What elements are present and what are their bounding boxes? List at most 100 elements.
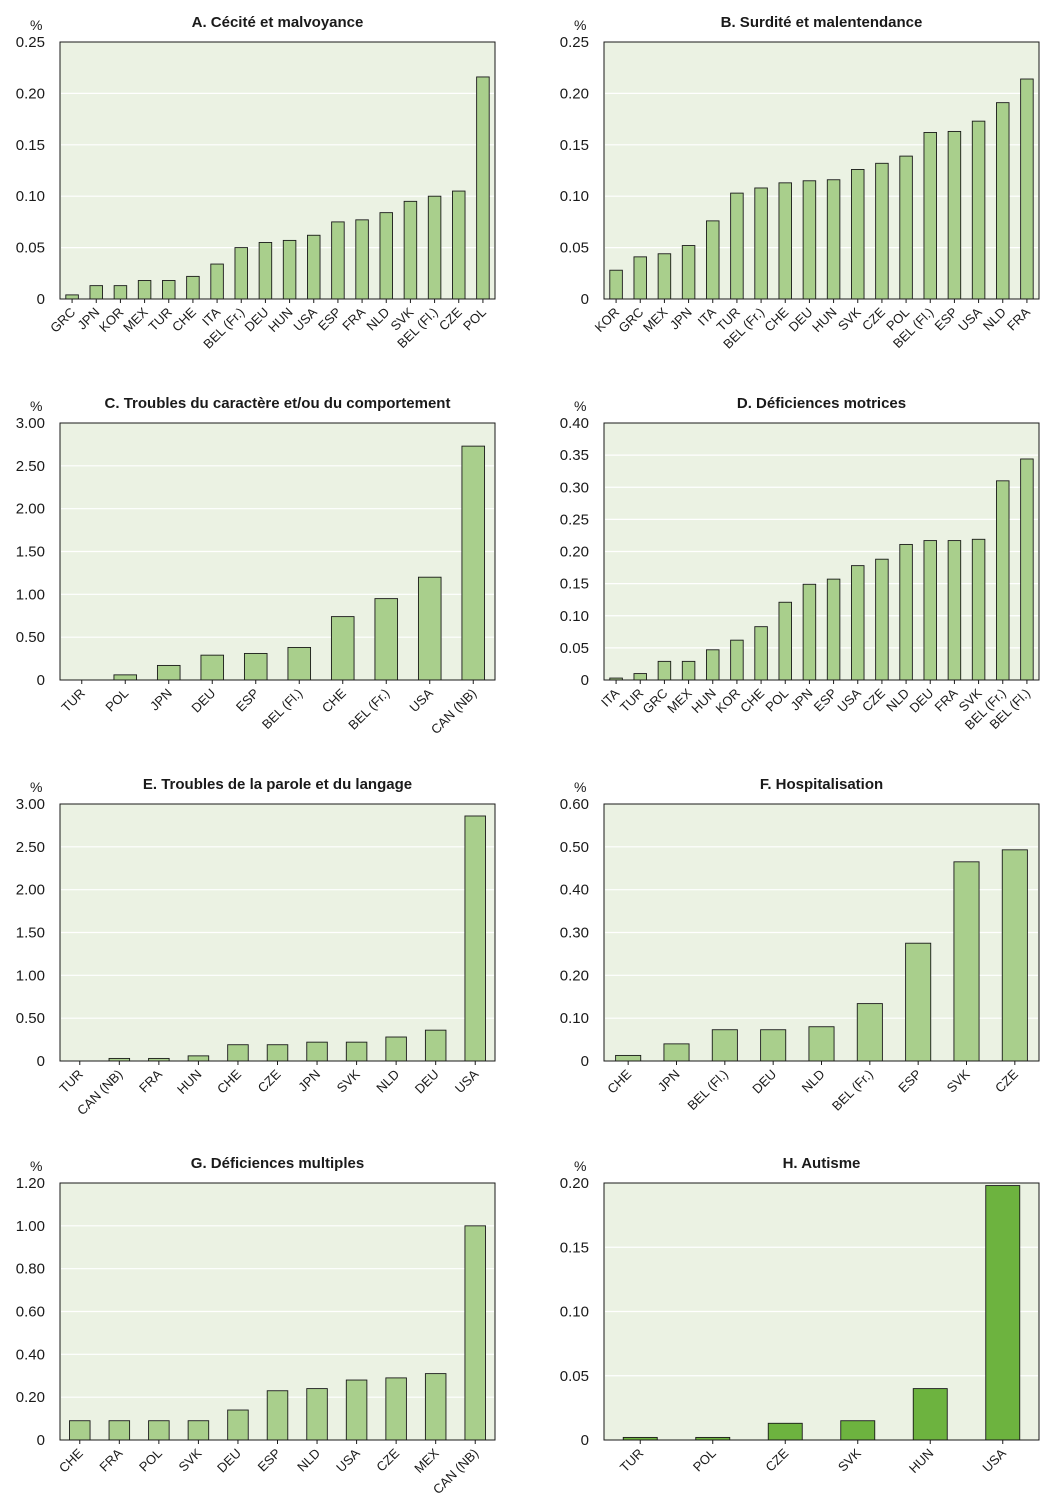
x-tick-label: NLD (294, 1446, 323, 1475)
bar (778, 182, 792, 300)
y-tick-label: 0.40 (560, 415, 589, 432)
x-tick-label: TUR (617, 686, 646, 715)
bar (905, 942, 932, 1062)
bar (760, 1029, 787, 1062)
bar (996, 102, 1010, 300)
x-tick-label: HUN (809, 305, 840, 336)
bar (424, 1373, 447, 1441)
x-tick-label: CZE (762, 1445, 791, 1474)
y-tick-label: 1.00 (16, 1218, 45, 1235)
x-tick-label: SVK (334, 1066, 363, 1095)
plot-frame (603, 803, 1040, 1062)
bar (923, 540, 937, 681)
x-tick-label: DEU (188, 686, 218, 716)
bar (923, 132, 937, 300)
x-tick-label: POL (762, 686, 791, 715)
y-tick-label: 0.80 (16, 1261, 45, 1278)
y-tick-label: 2.50 (16, 839, 45, 856)
bar (162, 280, 176, 300)
bar (953, 861, 980, 1062)
y-tick-label: 3.00 (16, 796, 45, 813)
x-tick-label: MEX (640, 304, 671, 335)
bar (681, 660, 696, 681)
x-tick-label: USA (290, 304, 320, 334)
bar (266, 1044, 289, 1062)
bar (875, 162, 889, 300)
x-tick-label: CZE (373, 1445, 402, 1474)
y-tick-label: 0 (581, 291, 589, 308)
bar (464, 1225, 486, 1441)
bar (65, 294, 79, 300)
y-tick-label: 0.15 (16, 137, 45, 154)
bar (1020, 458, 1034, 681)
panel-title: G. Déficiences multiples (191, 1155, 364, 1172)
y-tick-label: 0.60 (560, 796, 589, 813)
bar (258, 242, 273, 300)
y-tick-label: 0.05 (16, 240, 45, 257)
y-tick-label: 0 (37, 1432, 45, 1449)
y-tick-label: 0.20 (16, 1389, 45, 1406)
bar (851, 169, 865, 300)
panel-6: F. Hospitalisation% 0 0.10 0.20 0.30 0.40 0.50… (560, 776, 1040, 1114)
y-tick-label: 0.05 (560, 240, 589, 257)
bar (282, 239, 297, 300)
bar (730, 192, 744, 300)
x-tick-label: CZE (436, 304, 465, 333)
x-tick-label: SVK (176, 1445, 205, 1474)
x-tick-label: KOR (592, 305, 623, 336)
x-tick-label: FRA (932, 685, 961, 714)
x-tick-label: FRA (1004, 304, 1033, 333)
bar (374, 598, 399, 681)
unit-label: % (574, 17, 586, 33)
y-tick-label: 0.10 (560, 1010, 589, 1027)
x-tick-label: DEU (412, 1067, 442, 1097)
x-tick-label: CHE (761, 304, 791, 334)
panel-title: H. Autisme (783, 1155, 861, 1172)
unit-label: % (30, 398, 42, 414)
x-tick-label: ESP (811, 686, 840, 715)
x-tick-label: NLD (373, 1067, 402, 1096)
x-tick-label: USA (333, 1445, 363, 1475)
x-tick-label: MEX (664, 685, 695, 716)
y-tick-label: 0.15 (560, 576, 589, 593)
bar (266, 1390, 289, 1441)
bar (802, 583, 817, 681)
y-tick-label: 3.00 (16, 415, 45, 432)
bar (778, 601, 792, 681)
bar (345, 1379, 368, 1441)
plot-frame (59, 803, 496, 1062)
x-tick-label: TUR (617, 1446, 646, 1475)
y-tick-label: 0 (37, 291, 45, 308)
x-tick-label: CHE (604, 1066, 634, 1096)
x-tick-label: HUN (688, 686, 719, 717)
x-tick-label: MEX (120, 304, 151, 335)
panel-1: A. Cécité et malvoyance% 0 0.05 0.10 0.15 0.2… (16, 14, 496, 352)
bar (899, 543, 913, 681)
x-tick-label: KOR (713, 686, 744, 717)
bar (385, 1036, 407, 1062)
y-tick-label: 2.00 (16, 882, 45, 899)
bar (427, 195, 442, 300)
x-tick-label: CAN (NB) (428, 686, 479, 737)
bar (331, 221, 345, 300)
bar (156, 664, 181, 681)
bar (899, 155, 913, 300)
x-tick-label: CHE (169, 304, 199, 334)
bar (424, 1029, 447, 1062)
y-tick-label: 0 (37, 672, 45, 689)
y-tick-label: 0 (37, 1053, 45, 1070)
y-tick-label: 1.50 (16, 544, 45, 561)
y-tick-label: 1.00 (16, 586, 45, 603)
x-tick-label: CHE (56, 1445, 86, 1475)
bar (210, 263, 224, 300)
x-tick-label: CHE (214, 1066, 244, 1096)
x-tick-label: MEX (411, 1445, 442, 1476)
x-tick-label: BEL (Fl.) (259, 686, 306, 733)
x-tick-label: TUR (56, 1067, 85, 1096)
y-tick-label: 0.30 (560, 479, 589, 496)
plot-frame (603, 41, 1040, 300)
y-tick-label: 0.15 (560, 1239, 589, 1256)
x-tick-label: FRA (339, 304, 368, 333)
bar (826, 179, 841, 300)
